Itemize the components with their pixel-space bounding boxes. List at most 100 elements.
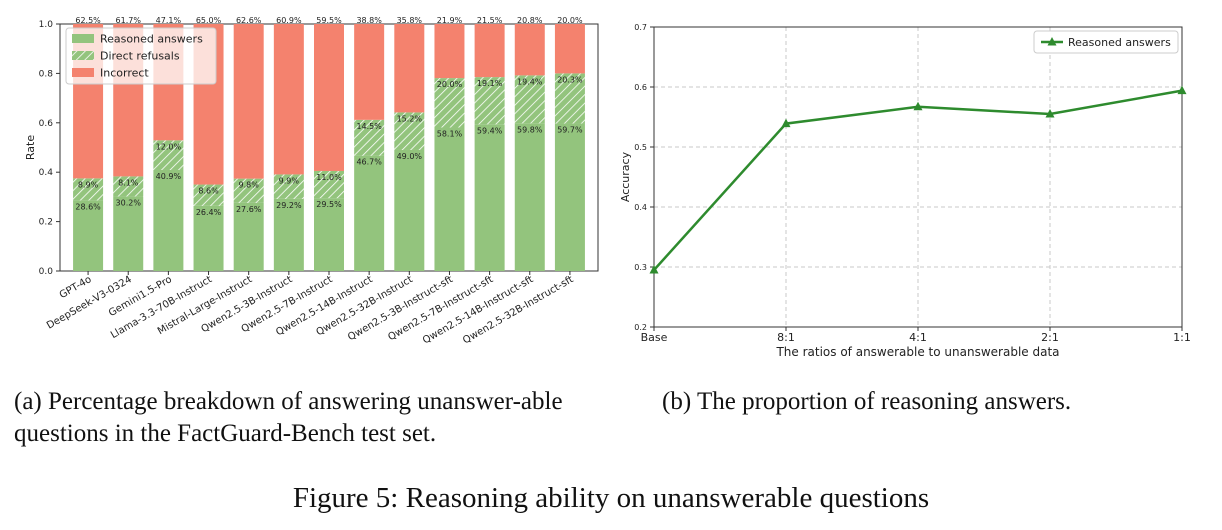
bar-data-label: 40.9% (156, 172, 182, 181)
y-tick-label: 1.0 (39, 20, 54, 30)
series-line (653, 89, 1183, 271)
bar-segment (153, 140, 184, 170)
data-point (781, 118, 791, 128)
bar-data-label: 8.9% (78, 180, 99, 189)
caption-b: (b) The proportion of reasoning answers. (662, 388, 1072, 415)
bar-data-label: 21.9% (437, 16, 463, 25)
bar-segment (554, 24, 585, 74)
x-tick-label: 2:1 (1041, 331, 1059, 344)
bar-segment (354, 155, 385, 271)
bar-data-label: 19.1% (477, 79, 503, 88)
legend-label: Incorrect (100, 67, 149, 80)
bar-data-label: 8.1% (118, 178, 139, 187)
y-tick-label: 0.5 (634, 143, 647, 152)
legend-swatch (72, 51, 94, 60)
bar-segment (153, 169, 184, 271)
bar-data-label: 19.4% (517, 77, 543, 86)
bar-data-label: 59.4% (477, 126, 503, 135)
bar-segment (514, 75, 545, 124)
x-tick-label: 8:1 (777, 331, 795, 344)
bar-data-label: 65.0% (196, 16, 222, 25)
data-point (649, 265, 659, 274)
y-tick-label: 0.6 (39, 119, 54, 129)
bar-data-label: 35.8% (397, 16, 423, 25)
bar-data-label: 14.5% (356, 122, 382, 131)
legend-swatch (72, 34, 94, 43)
bar-segment (314, 198, 344, 271)
bar-data-label: 20.3% (557, 75, 583, 84)
bar-segment (394, 24, 425, 113)
bar-segment (354, 24, 385, 120)
bar-data-label: 59.8% (517, 125, 543, 134)
bar-segment (193, 205, 224, 271)
bar-data-label: 20.0% (557, 16, 583, 25)
data-point (1177, 85, 1187, 95)
legend-label: Direct refusals (100, 50, 180, 63)
bar-data-label: 8.6% (198, 187, 219, 196)
bar-data-label: 11.0% (316, 173, 342, 182)
bar-data-label: 58.1% (437, 129, 463, 138)
bar-segment (434, 24, 465, 79)
bar-segment (73, 178, 104, 201)
bar-data-label: 29.5% (316, 200, 342, 209)
bar-data-label: 29.2% (276, 201, 302, 210)
legend-box (65, 27, 217, 85)
legend-label: Reasoned answers (1068, 36, 1171, 49)
y-tick-label: 0.3 (634, 263, 647, 272)
bar-segment (233, 24, 264, 179)
bar-segment (474, 77, 505, 125)
bar-segment (434, 78, 465, 128)
bar-segment (233, 178, 264, 203)
legend-swatch (72, 68, 94, 77)
bar-data-label: 38.8% (356, 16, 382, 25)
data-point (913, 101, 923, 111)
bar-data-label: 27.6% (236, 205, 262, 214)
bar-data-label: 12.0% (156, 142, 182, 151)
bar-data-label: 26.4% (196, 208, 222, 217)
caption-a: (a) Percentage breakdown of answering un… (14, 388, 563, 447)
bar-data-label: 20.8% (517, 16, 543, 25)
x-tick-label: 1:1 (1173, 331, 1191, 344)
bar-segment (193, 184, 224, 206)
line-chart: 0.2 0.3 0.4 0.5 0.6 0.7 Base 8:1 4:1 2:1 1:1 The ra… (619, 23, 1191, 359)
bar-data-label: 9.9% (279, 176, 300, 185)
bar-data-label: 47.1% (156, 16, 182, 25)
bar-data-label: 61.7% (116, 16, 142, 25)
bar-segment (394, 149, 425, 271)
bar-segment (273, 24, 304, 175)
bar-segment (554, 123, 585, 271)
bar-segment (554, 73, 585, 124)
bar-data-label: 62.5% (75, 16, 101, 25)
x-tick-label: 4:1 (909, 331, 927, 344)
bar-segment (113, 196, 144, 271)
figure-caption: Figure 5: Reasoning ability on unanswera… (292, 482, 930, 514)
y-tick-label: 0.6 (634, 83, 647, 92)
bar-segment (474, 24, 505, 78)
bar-segment (113, 176, 144, 197)
bar-data-label: 62.6% (236, 16, 262, 25)
bar-segment (394, 112, 425, 150)
y-tick-label: 0.8 (39, 69, 54, 79)
legend-label: Reasoned answers (100, 33, 203, 46)
bar-data-label: 20.0% (437, 80, 463, 89)
bar-data-label: 15.2% (397, 114, 423, 123)
legend: Reasoned answers (1033, 30, 1179, 54)
legend: Reasoned answers Direct refusals Incorrect (65, 27, 217, 85)
bar-segment (514, 123, 545, 271)
y-tick-label: 0.0 (39, 267, 54, 277)
y-tick-label: 0.2 (634, 323, 647, 332)
bar-segment (474, 124, 505, 271)
bar-data-label: 28.6% (75, 202, 101, 211)
x-axis-label: The ratios of answerable to unanswerable… (775, 345, 1059, 359)
bar-segment (314, 170, 344, 199)
legend-marker (1047, 37, 1057, 46)
bar-data-label: 21.5% (477, 16, 503, 25)
y-tick-label: 0.2 (39, 218, 53, 228)
x-tick-label: Base (641, 331, 668, 344)
y-axis-label: Accuracy (619, 151, 632, 202)
bar-data-label: 49.0% (397, 152, 423, 161)
bar-segment (354, 119, 385, 156)
bar-segment (514, 24, 545, 76)
y-tick-label: 0.4 (39, 168, 54, 178)
